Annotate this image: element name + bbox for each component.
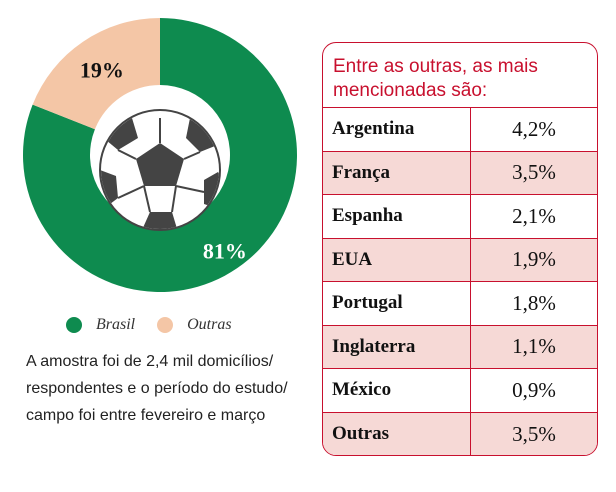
- country-percentage: 1,1%: [512, 334, 556, 359]
- table-row: México 0,9%: [323, 368, 597, 412]
- sample-note: A amostra foi de 2,4 mil domicílios/ res…: [26, 353, 288, 424]
- country-percentage: 0,9%: [512, 377, 556, 402]
- table-row: Portugal 1,8%: [323, 281, 597, 325]
- legend-item-brasil: Brasil: [66, 316, 135, 334]
- country-name: México: [323, 368, 471, 412]
- country-percentage: 2,1%: [512, 203, 556, 228]
- table-row: Outras 3,5%: [323, 412, 597, 455]
- country-name: Outras: [323, 412, 471, 455]
- donut-chart: 81% 19%: [22, 18, 297, 293]
- table-row: Espanha 2,1%: [323, 194, 597, 238]
- countries-table: Argentina 4,2% França 3,5% Espanha 2,1% EUA 1,9…: [323, 107, 597, 455]
- legend-label-brasil: Brasil: [96, 316, 136, 333]
- table-row: Argentina 4,2%: [323, 107, 597, 151]
- country-name: Portugal: [323, 281, 471, 325]
- slice-outras: [32, 18, 160, 130]
- chart-legend: Brasil Outras: [66, 316, 254, 334]
- country-name: França: [323, 151, 471, 195]
- country-percentage: 3,5%: [512, 421, 556, 446]
- country-name: EUA: [323, 238, 471, 282]
- country-name: Inglaterra: [323, 325, 471, 369]
- slice-label-outras: 19%: [80, 57, 124, 82]
- legend-swatch-outras: [157, 317, 174, 333]
- country-percentage: 3,5%: [512, 160, 556, 185]
- table-row: Inglaterra 1,1%: [323, 325, 597, 369]
- country-percentage: 4,2%: [512, 116, 556, 141]
- slice-brasil: [22, 18, 297, 293]
- table-title: Entre as outras, as mais mencionadas são…: [333, 56, 538, 101]
- table-row: França 3,5%: [323, 151, 597, 195]
- legend-item-outras: Outras: [157, 316, 232, 334]
- country-percentage: 1,9%: [512, 247, 556, 272]
- country-percentage: 1,8%: [512, 290, 556, 315]
- legend-swatch-brasil: [66, 317, 82, 333]
- slice-label-brasil: 81%: [203, 239, 247, 264]
- countries-table-panel: Entre as outras, as mais mencionadas são…: [322, 42, 598, 456]
- country-name: Argentina: [323, 107, 471, 151]
- soccer-ball-icon: [99, 109, 221, 231]
- legend-label-outras: Outras: [187, 316, 232, 333]
- table-row: EUA 1,9%: [323, 238, 597, 282]
- country-name: Espanha: [323, 194, 471, 238]
